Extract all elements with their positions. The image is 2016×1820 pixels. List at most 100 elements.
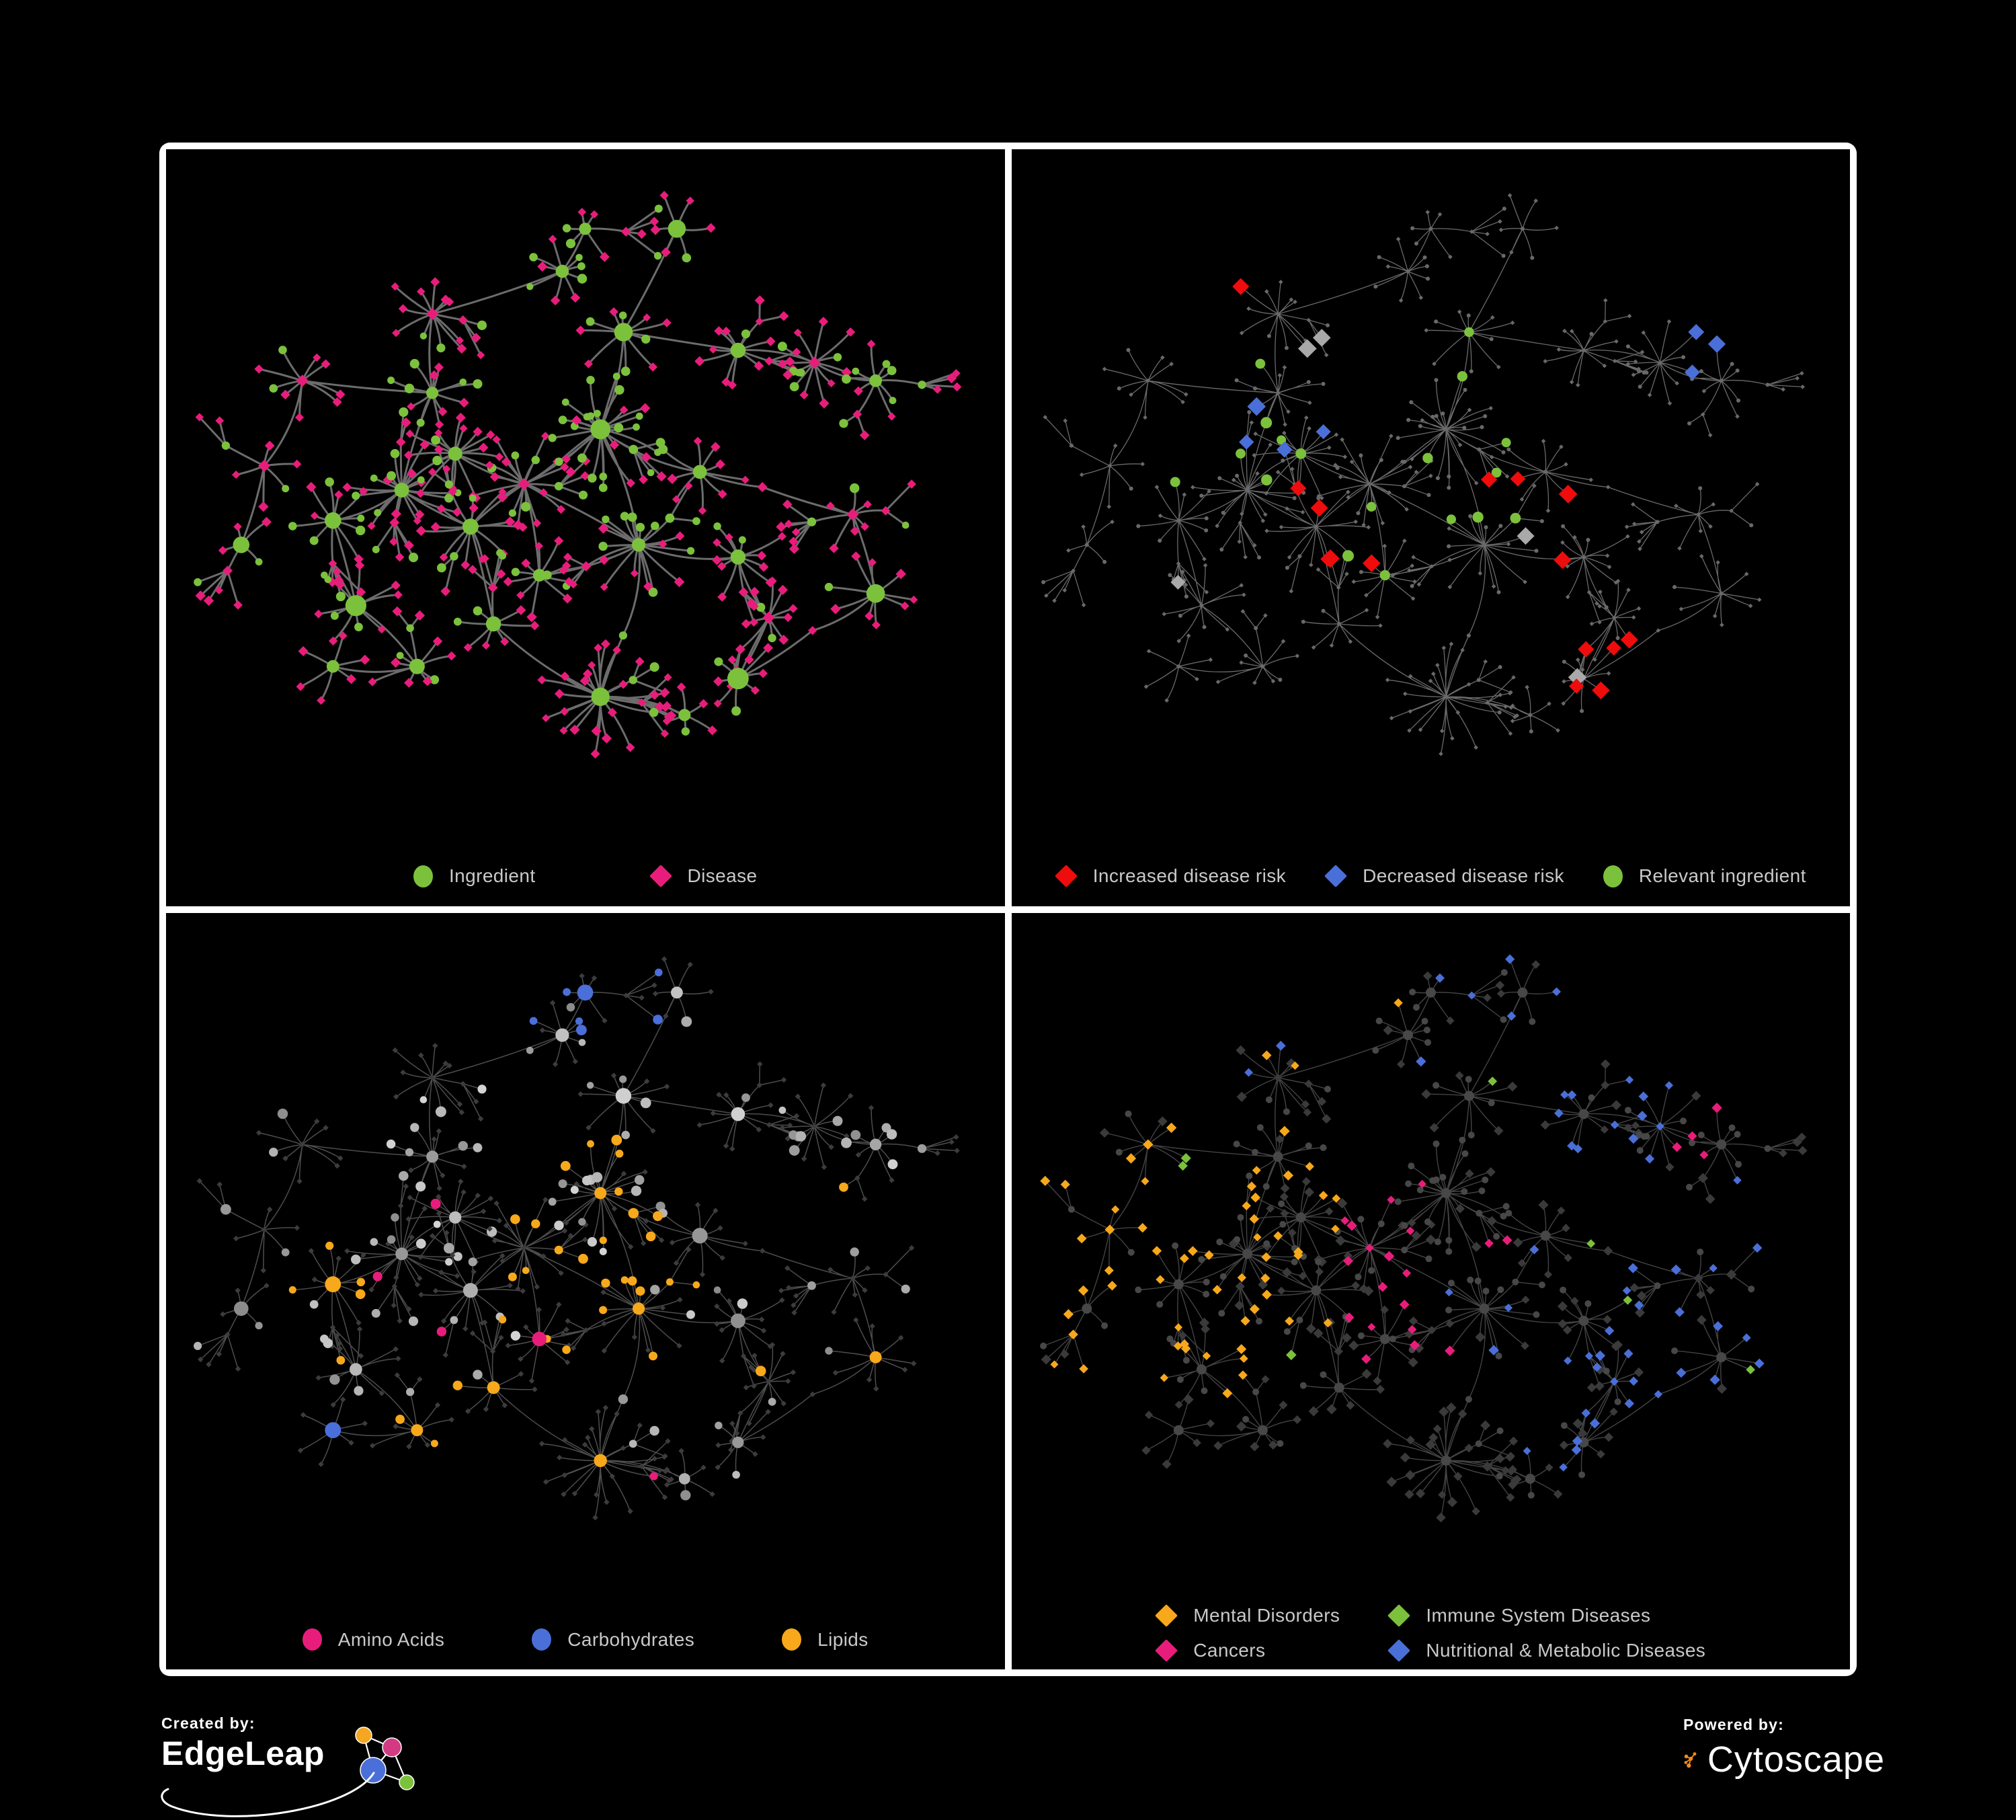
node-ingredient bbox=[741, 1093, 750, 1102]
node-disease bbox=[280, 389, 290, 400]
node-ingredient bbox=[529, 253, 538, 262]
node-ingredient bbox=[692, 465, 707, 479]
node-ingredient bbox=[1354, 1273, 1361, 1280]
node-disease bbox=[820, 1082, 827, 1088]
node-disease bbox=[359, 487, 368, 496]
node-ingredient bbox=[1463, 327, 1474, 338]
node-ingredient bbox=[496, 549, 504, 557]
node-disease bbox=[639, 1463, 645, 1469]
node-disease bbox=[911, 1360, 917, 1366]
node-ingredient bbox=[1201, 1387, 1207, 1394]
node-ingredient bbox=[1276, 435, 1286, 445]
node-disease bbox=[397, 1317, 403, 1324]
node-disease bbox=[330, 1401, 336, 1408]
node-disease bbox=[1755, 481, 1759, 487]
node-ingredient bbox=[577, 262, 586, 270]
node-disease bbox=[579, 676, 590, 686]
node-disease bbox=[1404, 1489, 1414, 1499]
node-ingredient bbox=[1277, 1200, 1285, 1207]
node-disease bbox=[1160, 1373, 1168, 1382]
node-disease bbox=[662, 717, 672, 725]
node-disease bbox=[1284, 1316, 1294, 1326]
node-disease bbox=[297, 1447, 304, 1453]
node-disease bbox=[737, 1410, 743, 1416]
node-disease bbox=[1062, 418, 1067, 423]
legend-label: Mental Disorders bbox=[1193, 1605, 1340, 1626]
node-disease bbox=[382, 475, 393, 485]
node-disease bbox=[518, 1370, 524, 1377]
node-disease bbox=[1561, 679, 1566, 684]
node-ingredient bbox=[614, 423, 624, 433]
node-ingredient bbox=[583, 413, 591, 421]
node-disease bbox=[850, 526, 860, 536]
node-disease bbox=[360, 654, 370, 665]
node-disease bbox=[1104, 1265, 1114, 1275]
node-disease bbox=[1484, 700, 1490, 705]
node-disease bbox=[592, 1514, 598, 1520]
node-disease bbox=[649, 216, 659, 227]
node-ingredient bbox=[731, 1313, 745, 1328]
node-disease bbox=[1106, 504, 1111, 509]
node-disease bbox=[548, 235, 557, 243]
node-disease bbox=[1712, 1320, 1723, 1331]
node-disease bbox=[1261, 1050, 1271, 1060]
node-disease bbox=[1625, 1075, 1634, 1084]
node-disease bbox=[1399, 1299, 1410, 1310]
node-disease bbox=[1238, 660, 1244, 665]
node-disease bbox=[1281, 430, 1287, 436]
legend-marker-diamond bbox=[1155, 1604, 1178, 1627]
legend-label: Lipids bbox=[817, 1628, 869, 1650]
node-disease bbox=[1560, 1090, 1569, 1099]
node-disease bbox=[853, 1316, 859, 1322]
node-disease bbox=[1631, 372, 1636, 377]
node-disease bbox=[308, 1247, 315, 1254]
node-ingredient bbox=[508, 1272, 517, 1281]
node-disease bbox=[530, 621, 540, 631]
node-ingredient bbox=[1390, 573, 1395, 578]
node-disease bbox=[1364, 608, 1369, 612]
node-disease bbox=[489, 472, 500, 482]
node-ingredient bbox=[629, 676, 637, 684]
node-disease bbox=[1246, 1181, 1256, 1191]
node-disease bbox=[791, 1302, 797, 1308]
node-disease bbox=[1349, 459, 1354, 465]
node-disease bbox=[354, 554, 364, 564]
node-ingredient bbox=[510, 1214, 520, 1224]
node-disease bbox=[869, 1322, 875, 1329]
node-disease bbox=[471, 1268, 477, 1275]
node-ingredient bbox=[255, 1321, 263, 1329]
node-disease bbox=[1647, 393, 1652, 397]
node-disease bbox=[659, 688, 669, 698]
node-disease bbox=[1748, 603, 1752, 608]
node-disease bbox=[1308, 562, 1314, 567]
node-disease bbox=[1577, 641, 1594, 658]
node-disease bbox=[1558, 1318, 1567, 1329]
node-disease bbox=[1794, 376, 1800, 381]
node-ingredient bbox=[730, 342, 746, 358]
node-ingredient bbox=[619, 1075, 627, 1083]
node-ingredient bbox=[1069, 443, 1074, 448]
node-disease bbox=[1799, 370, 1804, 376]
node-disease bbox=[1225, 627, 1229, 632]
node-disease bbox=[1459, 647, 1465, 653]
node-disease bbox=[1078, 1285, 1088, 1296]
node-disease bbox=[1345, 495, 1350, 500]
node-disease bbox=[1334, 432, 1338, 437]
node-disease bbox=[719, 1327, 725, 1333]
node-disease bbox=[1305, 1161, 1314, 1171]
node-ingredient bbox=[554, 1220, 564, 1230]
node-ingredient bbox=[1443, 695, 1448, 699]
node-ingredient bbox=[1156, 1300, 1163, 1308]
node-disease bbox=[1634, 1300, 1644, 1310]
node-ingredient bbox=[1182, 1356, 1190, 1363]
node-ingredient bbox=[325, 477, 334, 487]
node-ingredient bbox=[1283, 1328, 1291, 1335]
node-ingredient bbox=[1176, 664, 1180, 669]
node-disease bbox=[637, 698, 646, 707]
node-disease bbox=[417, 1275, 423, 1281]
node-disease bbox=[342, 482, 352, 492]
node-disease bbox=[481, 1208, 487, 1214]
node-disease bbox=[403, 1183, 409, 1189]
node-ingredient bbox=[532, 1331, 547, 1346]
node-disease bbox=[1079, 472, 1084, 477]
